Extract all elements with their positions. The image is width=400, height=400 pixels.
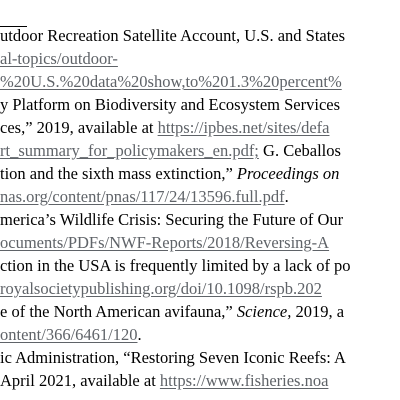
footnote-line: ction in the USA is frequently limited b…	[0, 256, 351, 276]
footnote-line: nas.org/content/pnas/117/24/13596.full.p…	[0, 187, 289, 207]
reference-link[interactable]: %20U.S.%20data%20show,to%201.3%20percent…	[0, 72, 342, 91]
footnote-line: ontent/366/6461/120.	[0, 325, 142, 345]
footnote-separator	[0, 26, 27, 27]
reference-link[interactable]: al-topics/outdoor-	[0, 49, 118, 68]
footnote-line: utdoor Recreation Satellite Account, U.S…	[0, 26, 345, 46]
footnote-text: 2019, a	[291, 302, 345, 321]
footnote-text: .	[137, 325, 142, 344]
reference-link[interactable]: royalsocietypublishing.org/doi/10.1098/r…	[0, 279, 322, 298]
publication-title: Proceedings on	[236, 164, 340, 183]
reference-link[interactable]: nas.org/content/pnas/117/24/13596.full.p…	[0, 187, 285, 206]
footnote-text: tion and the sixth mass extinction,”	[0, 164, 237, 183]
footnote-line: %20U.S.%20data%20show,to%201.3%20percent…	[0, 72, 342, 92]
footnote-line: merica’s Wildlife Crisis: Securing the F…	[0, 210, 343, 230]
reference-link[interactable]: rt_summary_for_policymakers_en.pdf;	[0, 141, 259, 160]
footnote-text: April 2021, available at	[0, 371, 160, 390]
footnote-text: y Platform on Biodiversity and Ecosystem…	[0, 95, 341, 114]
footnote-line: y Platform on Biodiversity and Ecosystem…	[0, 95, 340, 115]
reference-link[interactable]: https://www.fisheries.noa	[159, 371, 329, 390]
footnote-line: April 2021, available at https://www.fis…	[0, 371, 328, 391]
footnote-line: e of the North American avifauna,” Scien…	[0, 302, 344, 322]
footnote-text: ic Administration, “Restoring Seven Icon…	[0, 348, 346, 367]
footnote-line: al-topics/outdoor-	[0, 49, 118, 69]
footnote-text: e of the North American avifauna,”	[0, 302, 237, 321]
footnote-line: tion and the sixth mass extinction,” Pro…	[0, 164, 339, 184]
footnote-text: utdoor Recreation Satellite Account, U.S…	[0, 26, 346, 45]
footnote-line: ic Administration, “Restoring Seven Icon…	[0, 348, 346, 368]
footnote-line: royalsocietypublishing.org/doi/10.1098/r…	[0, 279, 322, 299]
reference-link[interactable]: ontent/366/6461/120	[0, 325, 138, 344]
reference-link[interactable]: https://ipbes.net/sites/defa	[157, 118, 330, 137]
publication-title: Science,	[236, 302, 292, 321]
footnote-text: G. Ceballos	[258, 141, 341, 160]
footnote-text: merica’s Wildlife Crisis: Securing the F…	[0, 210, 344, 229]
reference-link[interactable]: ocuments/PDFs/NWF-Reports/2018/Reversing…	[0, 233, 330, 252]
footnote-line: ocuments/PDFs/NWF-Reports/2018/Reversing…	[0, 233, 329, 253]
footnote-line: ces,” 2019, available at https://ipbes.n…	[0, 118, 329, 138]
footnote-text: ces,” 2019, available at	[0, 118, 158, 137]
footnote-line: rt_summary_for_policymakers_en.pdf; G. C…	[0, 141, 341, 161]
footnote-text: .	[284, 187, 289, 206]
footnote-text: ction in the USA is frequently limited b…	[0, 256, 351, 275]
